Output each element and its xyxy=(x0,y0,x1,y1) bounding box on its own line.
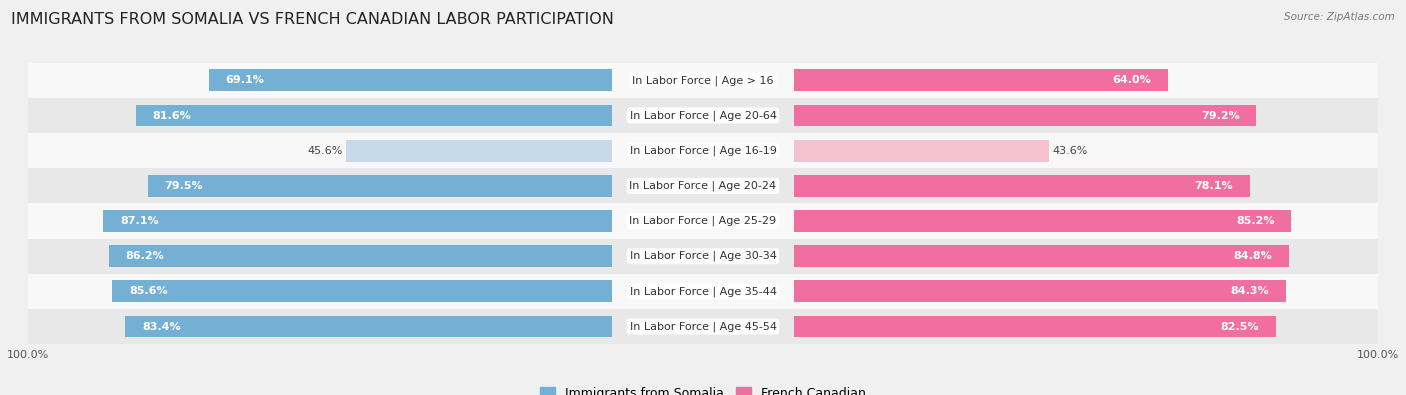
Bar xyxy=(794,316,1275,337)
Bar xyxy=(794,280,1286,302)
Bar xyxy=(794,105,1257,126)
Text: In Labor Force | Age 20-24: In Labor Force | Age 20-24 xyxy=(630,181,776,191)
Bar xyxy=(108,245,612,267)
Text: In Labor Force | Age 25-29: In Labor Force | Age 25-29 xyxy=(630,216,776,226)
Bar xyxy=(112,280,612,302)
Text: 86.2%: 86.2% xyxy=(125,251,165,261)
Bar xyxy=(794,245,1289,267)
Bar xyxy=(28,98,1378,133)
Text: 78.1%: 78.1% xyxy=(1195,181,1233,191)
Bar xyxy=(28,239,1378,274)
Text: IMMIGRANTS FROM SOMALIA VS FRENCH CANADIAN LABOR PARTICIPATION: IMMIGRANTS FROM SOMALIA VS FRENCH CANADI… xyxy=(11,12,614,27)
Text: 79.5%: 79.5% xyxy=(165,181,204,191)
Bar xyxy=(28,274,1378,309)
Text: 81.6%: 81.6% xyxy=(152,111,191,120)
Text: Source: ZipAtlas.com: Source: ZipAtlas.com xyxy=(1284,12,1395,22)
Bar xyxy=(125,316,612,337)
Text: 69.1%: 69.1% xyxy=(225,75,264,85)
Text: 84.8%: 84.8% xyxy=(1233,251,1272,261)
Bar xyxy=(28,309,1378,344)
Bar xyxy=(208,70,612,91)
Legend: Immigrants from Somalia, French Canadian: Immigrants from Somalia, French Canadian xyxy=(534,382,872,395)
Text: 82.5%: 82.5% xyxy=(1220,322,1258,331)
Text: 79.2%: 79.2% xyxy=(1201,111,1240,120)
Text: 87.1%: 87.1% xyxy=(121,216,159,226)
Text: In Labor Force | Age 20-64: In Labor Force | Age 20-64 xyxy=(630,110,776,121)
Text: In Labor Force | Age > 16: In Labor Force | Age > 16 xyxy=(633,75,773,86)
Text: 43.6%: 43.6% xyxy=(1052,146,1087,156)
Bar xyxy=(135,105,612,126)
Text: 83.4%: 83.4% xyxy=(142,322,180,331)
Bar xyxy=(794,140,1049,162)
Text: 85.6%: 85.6% xyxy=(129,286,167,296)
Text: 84.3%: 84.3% xyxy=(1230,286,1270,296)
Bar xyxy=(28,63,1378,98)
Text: 45.6%: 45.6% xyxy=(307,146,342,156)
Bar xyxy=(104,210,612,232)
Text: In Labor Force | Age 30-34: In Labor Force | Age 30-34 xyxy=(630,251,776,261)
Text: 85.2%: 85.2% xyxy=(1236,216,1275,226)
Text: In Labor Force | Age 35-44: In Labor Force | Age 35-44 xyxy=(630,286,776,297)
Bar xyxy=(28,133,1378,168)
Bar xyxy=(346,140,612,162)
Bar xyxy=(148,175,612,197)
Text: 64.0%: 64.0% xyxy=(1112,75,1152,85)
Bar xyxy=(794,175,1250,197)
Text: In Labor Force | Age 45-54: In Labor Force | Age 45-54 xyxy=(630,321,776,332)
Bar xyxy=(28,168,1378,203)
Bar xyxy=(794,210,1292,232)
Text: In Labor Force | Age 16-19: In Labor Force | Age 16-19 xyxy=(630,145,776,156)
Bar xyxy=(794,70,1168,91)
Bar xyxy=(28,203,1378,239)
